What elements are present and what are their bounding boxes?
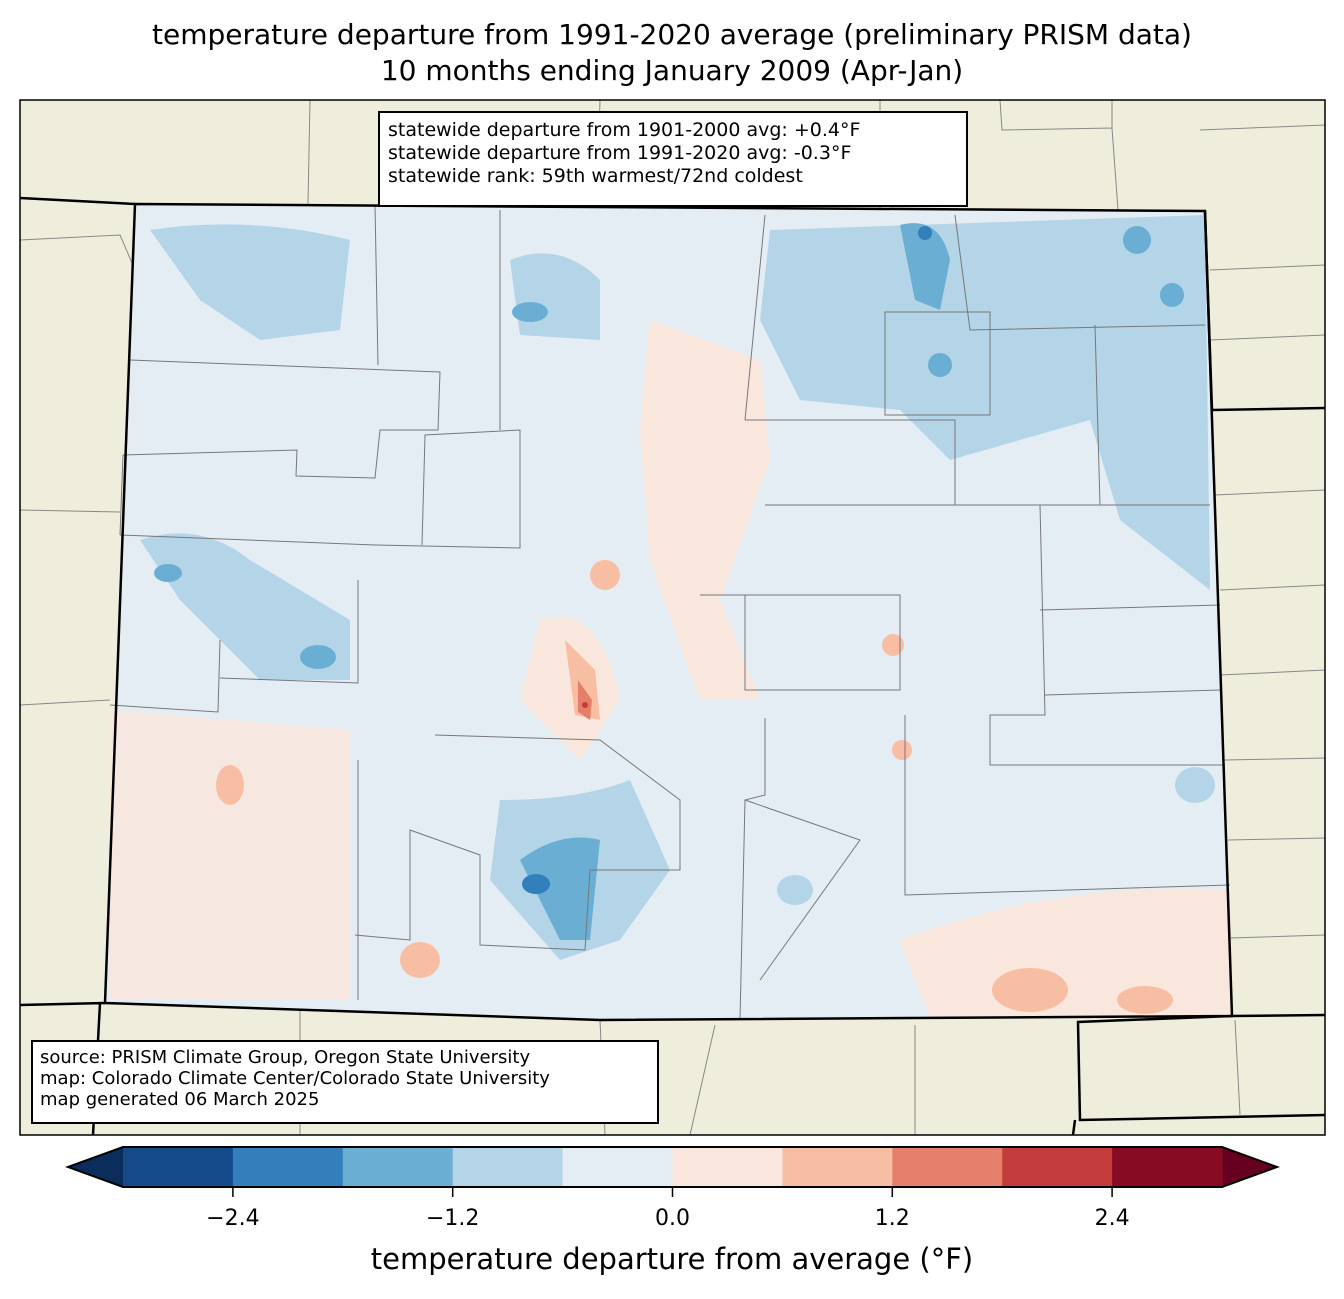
statewide-stats-box: statewide departure from 1901-2000 avg: … (378, 111, 968, 207)
colorbar-bin (892, 1147, 1003, 1187)
colorbar-bin (123, 1147, 234, 1187)
colorbar-tick-label: 0.0 (655, 1206, 690, 1231)
map-title: temperature departure from 1991-2020 ave… (152, 18, 1192, 51)
map-frame (19, 99, 1326, 1136)
source-line: source: PRISM Climate Group, Oregon Stat… (40, 1047, 531, 1068)
map-subtitle: 10 months ending January 2009 (Apr-Jan) (380, 54, 964, 87)
colorbar-tick-label: 1.2 (874, 1206, 910, 1231)
map-credit-line: map: Colorado Climate Center/Colorado St… (40, 1068, 550, 1089)
colorbar-tick-label: −2.4 (206, 1206, 260, 1231)
generated-date-line: map generated 06 March 2025 (40, 1089, 320, 1110)
colorbar-bin (1002, 1147, 1113, 1187)
colorbar-outline (65, 1146, 1280, 1188)
county-boundaries (109, 204, 1231, 1021)
stats-rank: statewide rank: 59th warmest/72nd coldes… (388, 165, 803, 187)
colorbar-bin (562, 1147, 673, 1187)
colorbar-bin (1112, 1147, 1223, 1187)
colorbar-tick-label: −1.2 (425, 1206, 480, 1231)
colorbar-bin (342, 1147, 454, 1187)
departure-contours (110, 215, 1232, 1018)
colorbar-over-extension (1222, 1147, 1277, 1187)
source-box: source: PRISM Climate Group, Oregon Stat… (31, 1040, 659, 1124)
colorbar-bin (782, 1147, 893, 1187)
state-boundaries (19, 196, 1326, 1136)
colorbar-label: temperature departure from average (°F) (370, 1242, 974, 1276)
colorbar-bin (232, 1147, 344, 1187)
colorbar-bin (452, 1147, 564, 1187)
stats-1991-2020: statewide departure from 1991-2020 avg: … (388, 142, 852, 164)
stats-1901-2000: statewide departure from 1901-2000 avg: … (388, 119, 861, 141)
colorbar-bin (672, 1147, 783, 1187)
colorbar-under-extension (68, 1147, 123, 1187)
colorbar-tick-label: 2.4 (1094, 1206, 1130, 1231)
